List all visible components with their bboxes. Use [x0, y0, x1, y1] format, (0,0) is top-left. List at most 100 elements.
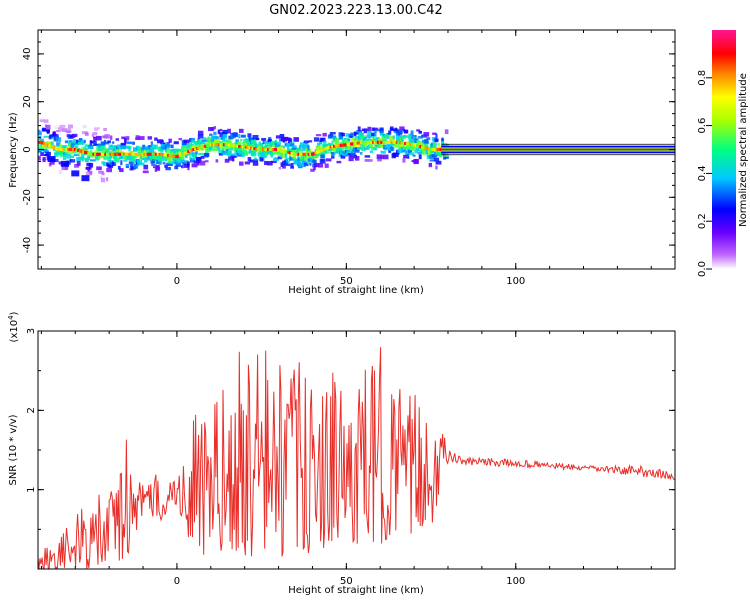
spectrogram-ridge-cell: [194, 147, 198, 151]
spectrogram-cell: [84, 144, 89, 147]
spectrogram-cell: [406, 150, 410, 155]
spectrogram-cell: [379, 130, 384, 136]
spectrogram-cell: [194, 143, 199, 148]
spectrogram-cell: [43, 146, 49, 149]
spectrogram-cell: [248, 134, 251, 139]
spectrogram-ridge-cell: [156, 152, 160, 156]
spectrogram-ridge-cell: [363, 140, 367, 144]
spectrogram-ridge-cell: [153, 152, 157, 156]
spectrogram-ridge-cell: [68, 148, 72, 151]
spectrogram-cell: [423, 132, 430, 137]
spectrogram-ridge-cell: [160, 153, 164, 157]
spectrogram-cell: [151, 144, 157, 150]
spectrogram-cell: [157, 139, 163, 144]
chart-title: GN02.2023.223.13.00.C42: [269, 3, 443, 18]
spectrogram-cell: [183, 163, 189, 168]
spectrogram-cell: [262, 139, 265, 145]
spectrogram-ridge-cell: [244, 145, 248, 149]
spectrogram-cell: [176, 161, 181, 165]
spectrogram-cell: [432, 132, 437, 135]
spectrogram-ridge-cell: [253, 147, 257, 151]
spectrogram-ridge-cell: [231, 143, 235, 147]
spectrogram-cell: [178, 137, 183, 141]
spectrogram-ridge-cell: [166, 153, 170, 157]
spectrogram-cell: [331, 140, 335, 143]
spectrogram-cell: [404, 150, 408, 155]
spectrogram-ridge-cell: [210, 143, 214, 147]
spectrogram-cell: [54, 158, 59, 163]
spectrogram-cell: [90, 140, 96, 144]
spectrogram-cell: [105, 141, 109, 145]
spectrogram-cell: [211, 126, 215, 131]
spectrogram-cell: [365, 147, 370, 150]
spectrogram-ridge-cell: [314, 151, 318, 155]
spectrogram-ridge-cell: [90, 152, 94, 156]
spectrogram-cell: [55, 150, 62, 155]
spectrogram-cell: [105, 147, 109, 151]
spectrogram-ridge-cell: [197, 146, 201, 150]
spectrogram-ridge-cell: [199, 146, 203, 150]
spectrogram-ridge-cell: [432, 148, 436, 151]
spectrogram-cell: [278, 166, 282, 170]
spectrogram-cell: [406, 154, 410, 158]
spectrogram-ridge-cell: [97, 152, 101, 156]
spectrogram-cell: [106, 177, 109, 182]
spectrogram-cell: [195, 156, 202, 162]
spectrogram-cell: [418, 154, 422, 160]
spectrogram-cell: [143, 150, 148, 153]
spectrogram-cell: [170, 148, 174, 152]
spectrogram-cell: [150, 159, 154, 164]
spectrogram-cell: [413, 159, 419, 165]
spectrogram-cell: [380, 143, 383, 148]
spectrogram-cell: [58, 161, 63, 165]
spectrogram-cell: [186, 143, 191, 149]
spectrogram-ridge-cell: [158, 152, 162, 156]
spectrogram-cell: [381, 150, 386, 154]
spectrogram-cell: [408, 136, 413, 140]
spectrogram-ridge-cell: [95, 152, 99, 156]
spectrogram-cell: [408, 133, 412, 139]
spectrogram-ridge-cell: [380, 140, 384, 144]
spectrogram-cell: [138, 136, 145, 140]
spectrogram-cell: [222, 152, 228, 155]
spectrogram-cell: [348, 156, 354, 162]
spectrogram-ridge-cell: [85, 151, 89, 155]
spectrogram-cell: [361, 144, 365, 149]
spectrogram-ridge-cell: [263, 148, 267, 151]
spectrogram-ridge-cell: [383, 140, 387, 144]
spectrogram-cell: [120, 160, 123, 166]
spectrogram-cell: [53, 131, 56, 136]
spectrogram-ridge-cell: [121, 152, 125, 156]
x-tick-label: 100: [506, 276, 525, 287]
spectrogram-ridge-cell: [282, 149, 286, 153]
spectrogram-cell: [109, 153, 113, 159]
spectrogram-ridge-cell: [392, 140, 396, 144]
spectrogram-cell: [231, 153, 236, 158]
spectrogram-cell: [291, 145, 297, 148]
spectrogram-ridge-cell: [80, 149, 84, 153]
spectrogram-ridge-cell: [131, 152, 135, 156]
spectrogram-cell: [222, 129, 228, 135]
spectrogram-cell: [219, 132, 223, 137]
spectrogram-cell: [94, 143, 100, 146]
spectrogram-ridge-cell: [344, 143, 348, 147]
spectrogram-ridge-cell: [373, 140, 377, 144]
spectrogram-cell: [57, 127, 63, 132]
spectrogram-cell: [343, 137, 346, 141]
spectrogram-cell: [98, 153, 104, 159]
spectrogram-cell: [255, 138, 260, 141]
spectrogram-cell: [133, 147, 139, 152]
spectrogram-ridge-cell: [319, 149, 323, 153]
spectrogram-ridge-cell: [165, 153, 169, 157]
spectrogram-cell: [188, 153, 193, 156]
spectrogram-ridge-cell: [419, 145, 423, 149]
spectrogram-cell: [101, 161, 105, 165]
spectrogram-ridge-cell: [94, 152, 98, 156]
spectrogram-cell: [107, 157, 112, 162]
spectrogram-cell: [88, 162, 94, 168]
spectrogram-ridge-cell: [402, 141, 406, 145]
spectrogram-ridge-cell: [292, 152, 296, 156]
spectrogram-cell: [293, 151, 300, 154]
spectrogram-ridge-cell: [290, 151, 294, 155]
x-tick-label: 0: [174, 276, 180, 287]
